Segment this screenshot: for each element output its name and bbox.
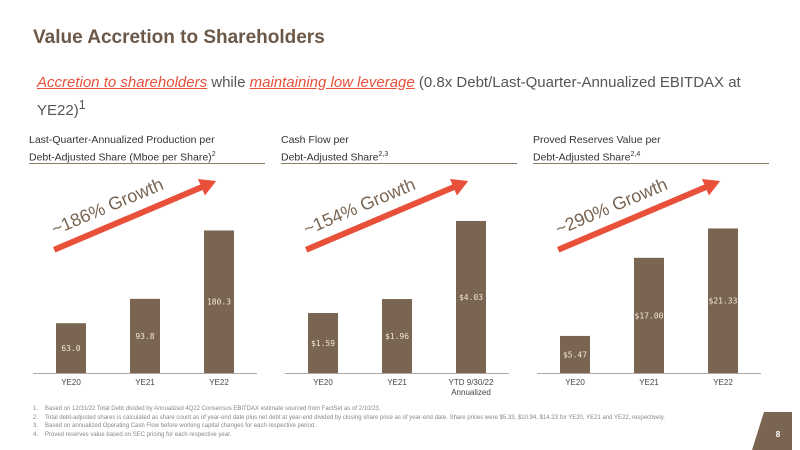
chart-production: 63.0 YE20 93.8 YE21 180.3 YE22 ~186% Growth	[29, 174, 265, 400]
bar-ye20	[560, 335, 590, 373]
growth-arrow-group: ~154% Growth	[300, 174, 469, 253]
page-number: 8	[752, 412, 792, 450]
panel-header-line1: Cash Flow per	[281, 134, 349, 146]
subtitle-footnote-ref: 1	[78, 98, 86, 112]
data-label: 93.8	[135, 332, 154, 341]
bar-ytd-9-30-22	[456, 220, 486, 373]
x-tick-label: YE20	[565, 378, 585, 387]
panel-header-line1: Proved Reserves Value per	[533, 134, 661, 146]
data-label: $21.33	[709, 297, 738, 306]
chart-cash-flow-svg: $1.59 YE20 $1.96 YE21 $4.03 YTD 9/30/22Annual…	[285, 174, 509, 397]
subtitle-leverage-detail: (0.8x Debt/Last-Quarter-Annualized EBITD…	[37, 74, 741, 119]
slide-subtitle: Accretion to shareholders while maintain…	[37, 72, 777, 122]
x-tick-label: YE21	[135, 378, 155, 387]
x-tick-label: YE21	[639, 378, 659, 387]
subtitle-highlight-accretion: Accretion to shareholders	[37, 74, 208, 91]
bar-ye21	[382, 299, 412, 373]
panel-header-line2: Debt-Adjusted Share2,4	[533, 150, 641, 164]
panel-header-line1: Last-Quarter-Annualized Production per	[29, 134, 215, 146]
data-label: $4.03	[459, 293, 483, 302]
chart-cash-flow: $1.59 YE20 $1.96 YE21 $4.03 YTD 9/30/22 Annual…	[281, 174, 517, 400]
footnote: 1. Based on 12/31/22 Total Debt divided b…	[33, 406, 381, 412]
data-label: $17.00	[635, 311, 664, 320]
footnote: 2. Total debt-adjusted shares is calculat…	[33, 414, 665, 421]
data-label: $1.59	[311, 339, 335, 348]
growth-arrow-group: ~290% Growth	[552, 174, 721, 253]
bar-ye22	[708, 228, 738, 373]
x-tick-sublabel: Annualized	[451, 388, 491, 397]
chart-reserves: $5.47 YE20 $17.00 YE21 $21.33 YE22 ~290% Growt…	[533, 174, 769, 400]
footnote: 3. Based on annualized Operating Cash Flo…	[33, 423, 316, 430]
x-tick-label: YE22	[209, 378, 229, 387]
chart-reserves-svg: $5.47 YE20 $17.00 YE21 $21.33 YE22 ~290% Growt…	[537, 174, 761, 387]
panel-header-line2: Debt-Adjusted Share (Mboe per Share)2	[29, 150, 216, 164]
x-tick-label: YE20	[313, 378, 333, 387]
subtitle-highlight-leverage: maintaining low leverage	[249, 74, 415, 91]
data-label: 63.0	[61, 344, 80, 353]
subtitle-connector: while	[207, 74, 250, 91]
data-label: 180.3	[207, 298, 231, 307]
panel-header-cash-flow: Cash Flow per Debt-Adjusted Share2,3	[281, 134, 517, 164]
bar-ye22	[204, 230, 234, 373]
x-tick-label: YTD 9/30/22	[449, 378, 494, 387]
footnote: 4. Proved reserves value based on SEC pri…	[33, 431, 232, 438]
bar-ye21	[634, 257, 664, 373]
growth-arrow-group: ~186% Growth	[48, 174, 217, 253]
growth-arrow	[305, 178, 469, 253]
bar-ye21	[130, 298, 160, 373]
slide-title: Value Accretion to Shareholders	[33, 27, 325, 48]
data-label: $5.47	[563, 350, 587, 359]
x-tick-label: YE22	[713, 378, 733, 387]
panel-header-line2: Debt-Adjusted Share2,3	[281, 150, 389, 164]
growth-arrow	[53, 178, 217, 253]
growth-arrow	[557, 178, 721, 253]
chart-production-svg: 63.0 YE20 93.8 YE21 180.3 YE22 ~186% Growth	[33, 174, 257, 387]
x-tick-label: YE20	[61, 378, 81, 387]
bar-ye20	[56, 323, 86, 373]
bar-ye20	[308, 313, 338, 373]
data-label: $1.96	[385, 332, 409, 341]
panel-header-production: Last-Quarter-Annualized Production per D…	[29, 134, 265, 164]
footnotes: 1. Based on 12/31/22 Total Debt divided b…	[33, 405, 773, 439]
x-tick-label: YE21	[387, 378, 407, 387]
panel-header-reserves: Proved Reserves Value per Debt-Adjusted …	[533, 134, 769, 164]
